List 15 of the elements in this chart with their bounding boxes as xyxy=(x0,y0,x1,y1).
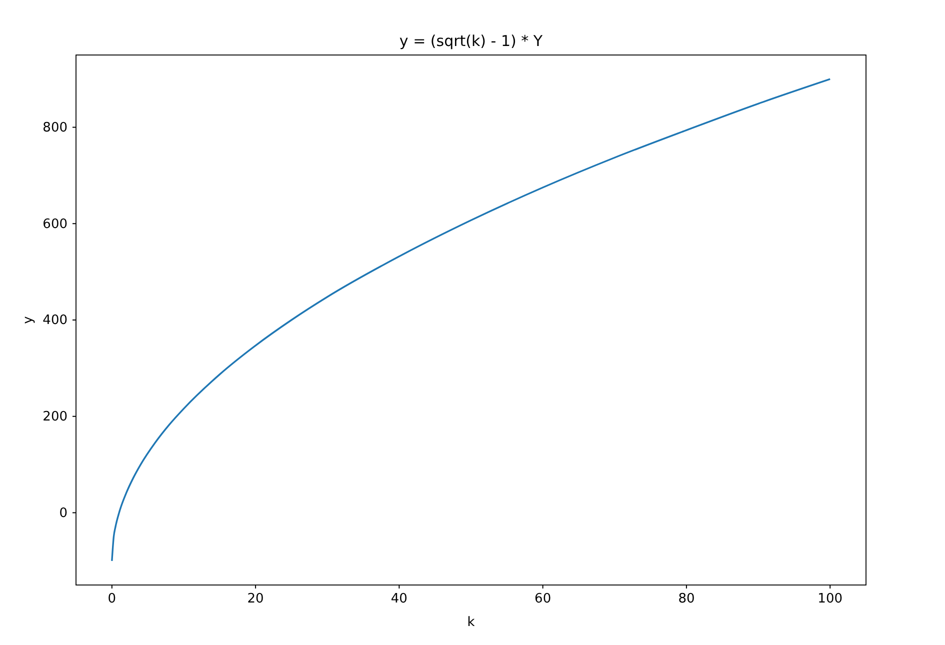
x-axis-title: k xyxy=(467,615,476,630)
y-tick-label: 0 xyxy=(59,506,68,521)
y-tick-label: 200 xyxy=(42,410,68,425)
y-tick-label: 400 xyxy=(42,313,68,328)
line-series xyxy=(111,78,831,562)
x-tick-label: 60 xyxy=(534,592,552,607)
x-tick-label: 100 xyxy=(818,592,843,607)
x-tick-label: 40 xyxy=(390,592,408,607)
chart-title: y = (sqrt(k) - 1) * Y xyxy=(399,32,544,50)
x-tick-label: 80 xyxy=(678,592,695,607)
y-axis-title: y xyxy=(21,316,36,324)
y-tick-label: 600 xyxy=(42,216,68,232)
x-tick-label: 20 xyxy=(247,592,264,607)
x-tick-label: 0 xyxy=(108,592,116,607)
y-tick-label: 800 xyxy=(42,120,68,136)
